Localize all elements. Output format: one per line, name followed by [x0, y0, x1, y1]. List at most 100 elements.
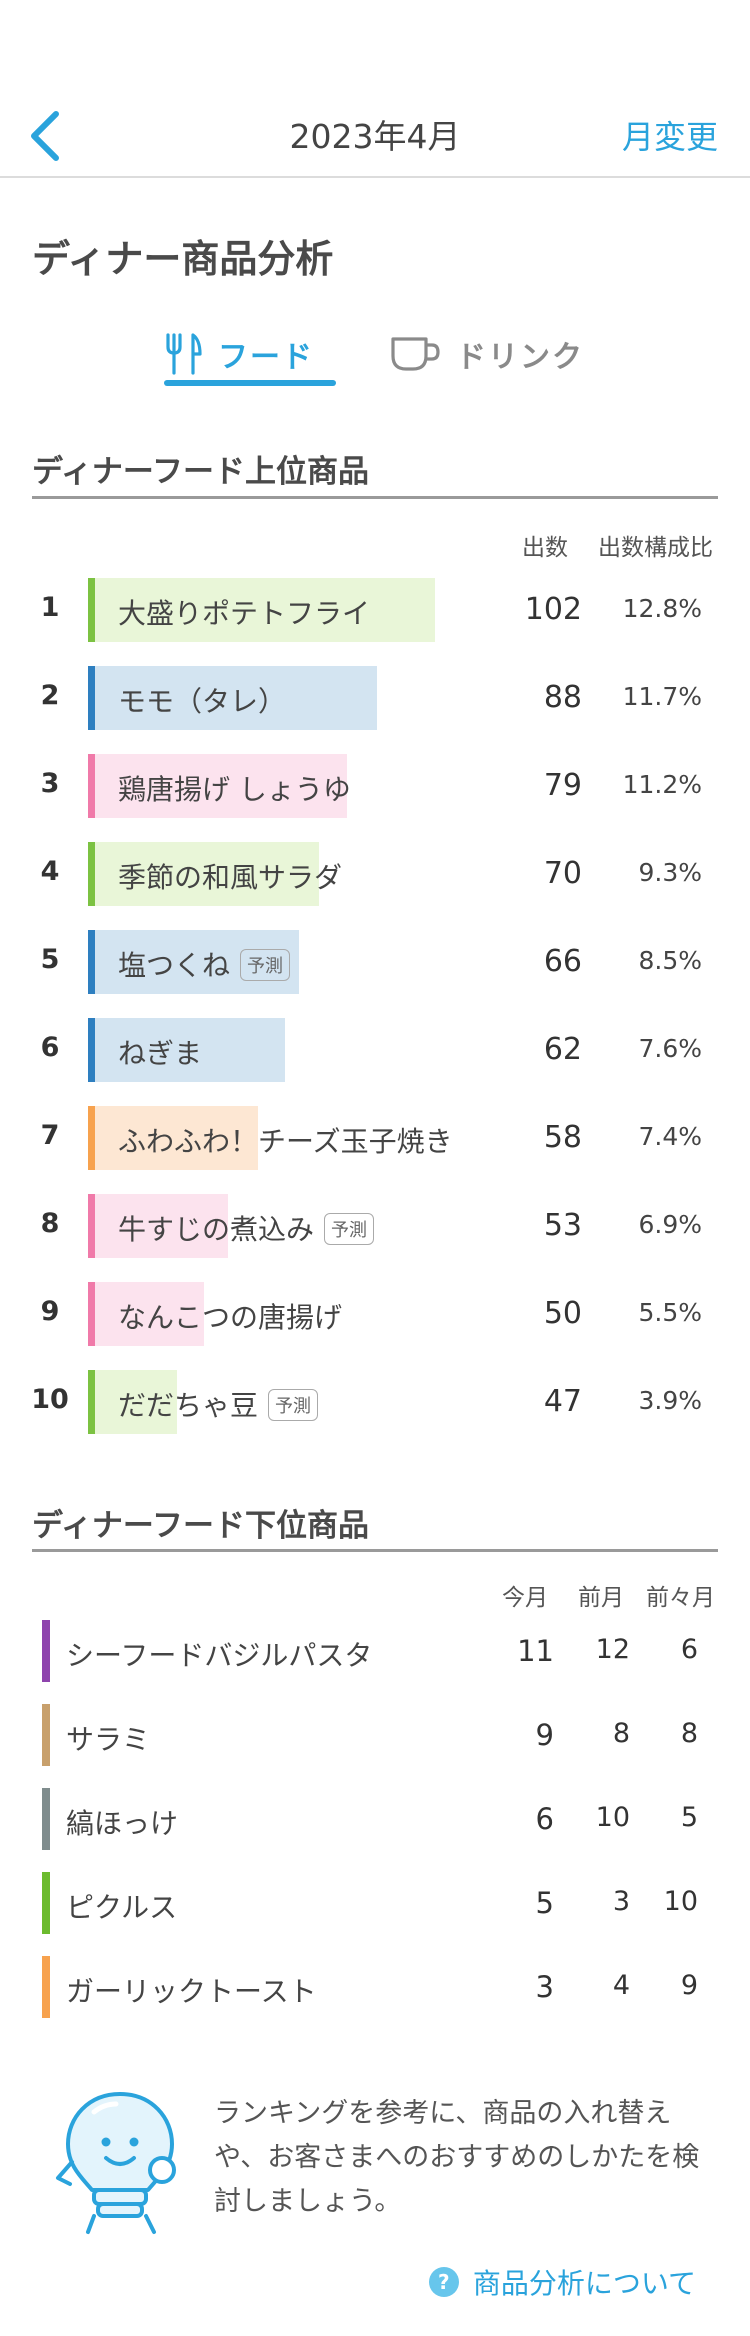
- product-name-text: 塩つくね: [118, 949, 231, 982]
- this-month-count: 9: [535, 1718, 554, 1752]
- tab-drink[interactable]: ドリンク: [390, 316, 590, 392]
- ranking-row[interactable]: 4 季節の和風サラダ 70 9.3%: [0, 842, 750, 906]
- low-item-row[interactable]: サラミ 9 8 8: [0, 1704, 750, 1766]
- back-button[interactable]: [26, 108, 66, 164]
- order-count: 50: [543, 1296, 582, 1331]
- category-color-marker: [88, 1282, 95, 1346]
- help-link-label: 商品分析について: [472, 2267, 696, 2300]
- prev-month-count: 12: [595, 1634, 630, 1665]
- product-name: ピクルス: [66, 1891, 178, 1924]
- share-bar-fill: [95, 930, 299, 994]
- order-ratio: 11.2%: [622, 770, 702, 799]
- rank-number: 3: [40, 768, 60, 799]
- low-item-row[interactable]: ピクルス 5 3 10: [0, 1872, 750, 1934]
- col-ratio-header: 出数構成比: [598, 535, 713, 561]
- order-count: 47: [543, 1384, 582, 1419]
- category-color-marker: [88, 1018, 95, 1082]
- prev-month-count: 10: [595, 1802, 630, 1833]
- ranking-row[interactable]: 5 塩つくね 予測 66 8.5%: [0, 930, 750, 994]
- category-color-marker: [88, 666, 95, 730]
- ranking-row[interactable]: 8 牛すじの煮込み 予測 53 6.9%: [0, 1194, 750, 1258]
- top-items-title: ディナーフード上位商品: [32, 454, 369, 490]
- order-count: 79: [543, 768, 582, 803]
- category-color-marker: [42, 1788, 50, 1850]
- category-color-marker: [88, 578, 95, 642]
- category-tabs: フード ドリンク: [0, 316, 750, 392]
- chevron-left-icon: [31, 111, 59, 161]
- product-name: 季節の和風サラダ: [118, 856, 342, 896]
- rank-number: 9: [40, 1296, 60, 1327]
- rank-number: 5: [40, 944, 60, 975]
- order-ratio: 3.9%: [638, 1386, 702, 1415]
- product-name: 大盛りポテトフライ: [118, 592, 370, 632]
- share-bar-fill: [95, 1018, 285, 1082]
- col-prev-month-header: 前月: [578, 1585, 624, 1611]
- ranking-row[interactable]: 6 ねぎま 62 7.6%: [0, 1018, 750, 1082]
- prev-month-count: 3: [612, 1886, 630, 1917]
- page-title: ディナー商品分析: [32, 237, 334, 281]
- category-color-marker: [42, 1956, 50, 2018]
- fork-knife-icon: [166, 333, 202, 375]
- low-item-row[interactable]: シーフードバジルパスタ 11 12 6: [0, 1620, 750, 1682]
- this-month-count: 11: [517, 1634, 554, 1668]
- product-name-text: 牛すじの煮込み: [118, 1213, 315, 1246]
- cup-icon: [391, 337, 440, 371]
- tip-text: ランキングを参考に、商品の入れ替えや、お客さまへのおすすめのしかたを検討しましょ…: [214, 2098, 700, 2217]
- order-ratio: 9.3%: [638, 858, 702, 887]
- category-color-marker: [88, 1370, 95, 1434]
- section-divider: [32, 1549, 718, 1552]
- question-icon: ?: [428, 2267, 459, 2297]
- order-count: 53: [543, 1208, 582, 1243]
- rank-number: 6: [40, 1032, 60, 1063]
- category-color-marker: [42, 1872, 50, 1934]
- category-color-marker: [88, 930, 95, 994]
- low-item-row[interactable]: 縞ほっけ 6 10 5: [0, 1788, 750, 1850]
- ranking-row[interactable]: 9 なんこつの唐揚げ 50 5.5%: [0, 1282, 750, 1346]
- order-ratio: 8.5%: [638, 946, 702, 975]
- product-analysis-help-link[interactable]: ? 商品分析について: [428, 2262, 696, 2302]
- product-name-text: 大盛りポテトフライ: [118, 597, 371, 630]
- ranking-row[interactable]: 7 ふわふわ！チーズ玉子焼き 58 7.4%: [0, 1106, 750, 1170]
- prev-month-count: 8: [612, 1718, 630, 1749]
- product-name-text: ふわふわ！チーズ玉子焼き: [118, 1125, 453, 1158]
- product-name: 牛すじの煮込み 予測: [118, 1208, 375, 1248]
- product-name: ふわふわ！チーズ玉子焼き: [118, 1120, 453, 1160]
- order-ratio: 5.5%: [638, 1298, 702, 1327]
- order-ratio: 7.4%: [638, 1122, 702, 1151]
- tab-drink-label: ドリンク: [456, 340, 584, 375]
- tab-food[interactable]: フード: [164, 316, 336, 392]
- prev-month-count: 4: [612, 1970, 630, 2001]
- prev2-month-count: 5: [680, 1802, 698, 1833]
- month-change-button[interactable]: 月変更: [621, 118, 718, 156]
- col-this-month-header: 今月: [502, 1585, 548, 1611]
- ranking-row[interactable]: 10 だだちゃ豆 予測 47 3.9%: [0, 1370, 750, 1434]
- rank-number: 10: [31, 1384, 69, 1415]
- product-name-text: 季節の和風サラダ: [118, 861, 343, 894]
- rank-number: 8: [40, 1208, 60, 1239]
- product-name: 鶏唐揚げ しょうゆ: [118, 768, 351, 808]
- order-count: 66: [543, 944, 582, 979]
- category-color-marker: [42, 1704, 50, 1766]
- this-month-count: 6: [535, 1802, 554, 1836]
- product-name: モモ（タレ）: [118, 680, 286, 720]
- forecast-badge: 予測: [240, 949, 291, 981]
- share-bar-fill: [95, 1194, 228, 1258]
- rank-number: 2: [40, 680, 60, 711]
- ranking-row[interactable]: 1 大盛りポテトフライ 102 12.8%: [0, 578, 750, 642]
- col-prev2-month-header: 前々月: [646, 1585, 715, 1611]
- order-count: 70: [543, 856, 582, 891]
- col-count-header: 出数: [522, 535, 568, 561]
- order-ratio: 6.9%: [638, 1210, 702, 1239]
- ranking-row[interactable]: 2 モモ（タレ） 88 11.7%: [0, 666, 750, 730]
- category-color-marker: [88, 842, 95, 906]
- order-count: 62: [543, 1032, 582, 1067]
- section-divider: [32, 496, 718, 499]
- category-color-marker: [88, 754, 95, 818]
- active-tab-indicator: [164, 380, 336, 386]
- order-count: 102: [524, 592, 582, 627]
- share-bar-fill: [95, 1282, 204, 1346]
- share-bar-fill: [95, 1370, 177, 1434]
- ranking-row[interactable]: 3 鶏唐揚げ しょうゆ 79 11.2%: [0, 754, 750, 818]
- low-item-row[interactable]: ガーリックトースト 3 4 9: [0, 1956, 750, 2018]
- order-ratio: 12.8%: [622, 594, 702, 623]
